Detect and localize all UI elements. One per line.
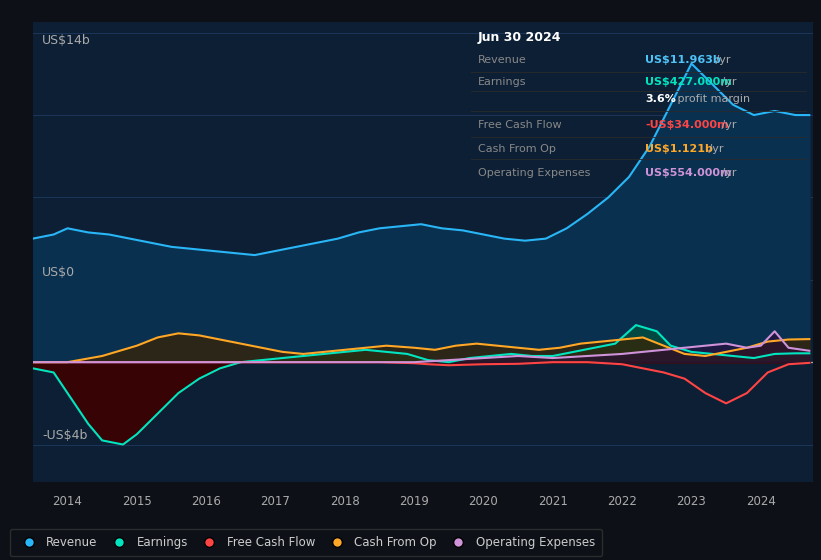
Text: 2023: 2023 <box>677 496 706 508</box>
Text: /yr: /yr <box>718 120 736 130</box>
Text: -US$4b: -US$4b <box>42 429 88 442</box>
Text: US$14b: US$14b <box>42 34 91 47</box>
Text: US$11.963b: US$11.963b <box>645 55 721 65</box>
Text: /yr: /yr <box>712 55 730 65</box>
Text: US$554.000m: US$554.000m <box>645 167 732 178</box>
Text: 3.6%: 3.6% <box>645 94 677 104</box>
Text: 2020: 2020 <box>469 496 498 508</box>
Text: -US$34.000m: -US$34.000m <box>645 120 729 130</box>
Text: 2019: 2019 <box>399 496 429 508</box>
Text: profit margin: profit margin <box>674 94 750 104</box>
Text: Earnings: Earnings <box>478 77 526 87</box>
Text: 2022: 2022 <box>608 496 637 508</box>
Text: 2014: 2014 <box>53 496 82 508</box>
Text: Revenue: Revenue <box>478 55 526 65</box>
Text: 2015: 2015 <box>122 496 152 508</box>
Text: 2018: 2018 <box>330 496 360 508</box>
Text: 2017: 2017 <box>260 496 291 508</box>
Text: /yr: /yr <box>705 144 724 154</box>
Text: Free Cash Flow: Free Cash Flow <box>478 120 562 130</box>
Text: Operating Expenses: Operating Expenses <box>478 167 590 178</box>
Text: /yr: /yr <box>718 167 736 178</box>
Text: 2024: 2024 <box>745 496 776 508</box>
Text: /yr: /yr <box>718 77 736 87</box>
Text: US$0: US$0 <box>42 266 76 279</box>
Text: 2021: 2021 <box>538 496 568 508</box>
Text: Cash From Op: Cash From Op <box>478 144 556 154</box>
Legend: Revenue, Earnings, Free Cash Flow, Cash From Op, Operating Expenses: Revenue, Earnings, Free Cash Flow, Cash … <box>10 529 602 556</box>
Text: US$1.121b: US$1.121b <box>645 144 713 154</box>
Text: 2016: 2016 <box>191 496 221 508</box>
Text: US$427.000m: US$427.000m <box>645 77 732 87</box>
Text: Jun 30 2024: Jun 30 2024 <box>478 31 562 44</box>
